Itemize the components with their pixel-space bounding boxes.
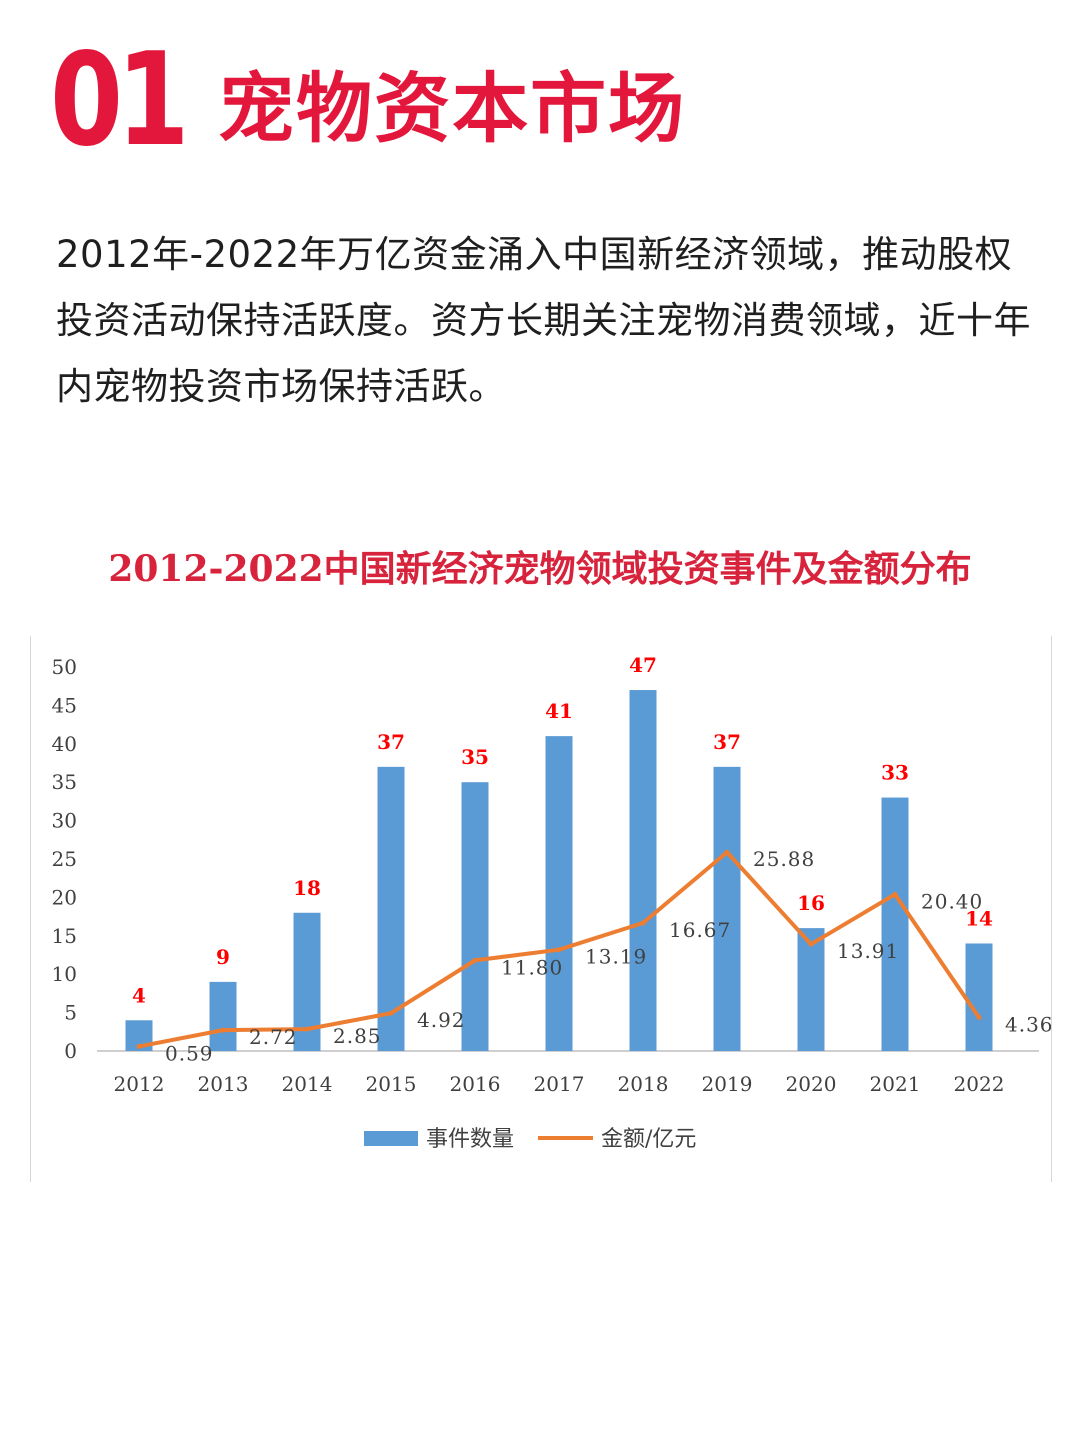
line-value-label: 13.19 xyxy=(585,945,647,969)
y-tick-label: 10 xyxy=(52,962,77,986)
line-value-label: 25.88 xyxy=(753,847,815,871)
bar-2015 xyxy=(377,766,405,1051)
line-point-2021 xyxy=(892,891,898,897)
line-point-2020 xyxy=(808,941,814,947)
x-tick-label: 2016 xyxy=(450,1072,501,1096)
section-number: 01 xyxy=(50,26,190,175)
y-tick-label: 0 xyxy=(64,1039,77,1063)
x-tick-label: 2015 xyxy=(366,1072,417,1096)
line-value-label: 16.67 xyxy=(669,918,731,942)
line-value-label: 4.36 xyxy=(1005,1013,1051,1037)
x-tick-label: 2018 xyxy=(618,1072,669,1096)
line-point-2019 xyxy=(724,849,730,855)
bar-2016 xyxy=(461,782,489,1051)
chart-title: 2012-2022中国新经济宠物领域投资事件及金额分布 xyxy=(108,548,972,590)
line-value-label: 4.92 xyxy=(417,1008,466,1032)
y-tick-label: 30 xyxy=(52,809,77,833)
bar-2017 xyxy=(545,736,573,1051)
bar-value-label: 9 xyxy=(216,945,230,969)
chart-svg: 0 5 10 15 20 25 30 35 40 45 50 2012 2013 2014 2015 2016… xyxy=(52,653,1053,1152)
line-point-2016 xyxy=(472,957,478,963)
x-tick-label: 2022 xyxy=(954,1072,1005,1096)
y-tick-label: 50 xyxy=(52,655,77,679)
bar-value-label: 35 xyxy=(461,745,489,769)
bar-value-label: 4 xyxy=(132,983,146,1007)
line-point-2018 xyxy=(640,920,646,926)
bar-2019 xyxy=(713,766,741,1051)
line-point-2013 xyxy=(220,1027,226,1033)
section-title: 宠物资本市场 xyxy=(218,64,687,153)
bar-2020 xyxy=(797,928,825,1051)
bar-2022 xyxy=(965,943,993,1051)
bar-2021 xyxy=(881,797,909,1051)
legend-bar-swatch xyxy=(364,1131,418,1146)
line-value-label: 2.85 xyxy=(333,1024,382,1048)
bar-2013 xyxy=(209,981,237,1051)
x-tick-label: 2021 xyxy=(870,1072,921,1096)
bar-value-label: 18 xyxy=(293,876,321,900)
legend-line-label: 金额/亿元 xyxy=(601,1127,696,1152)
line-value-label: 11.80 xyxy=(501,955,563,979)
y-tick-label: 45 xyxy=(52,693,77,717)
line-point-2015 xyxy=(388,1010,394,1016)
x-tick-label: 2017 xyxy=(534,1072,585,1096)
bar-value-label: 16 xyxy=(797,891,825,915)
bar-value-label: 37 xyxy=(713,730,741,754)
line-point-2017 xyxy=(556,947,562,953)
line-value-label: 20.40 xyxy=(921,889,983,913)
bar-value-label: 14 xyxy=(965,906,993,930)
line-value-label: 2.72 xyxy=(249,1025,298,1049)
bar-value-label: 41 xyxy=(545,699,573,723)
y-tick-label: 5 xyxy=(64,1001,77,1025)
bar-value-label: 33 xyxy=(881,761,909,785)
x-tick-label: 2014 xyxy=(282,1072,333,1096)
x-tick-label: 2012 xyxy=(114,1072,165,1096)
chart-container: 0 5 10 15 20 25 30 35 40 45 50 2012 2013 2014 2015 2016… xyxy=(30,636,1053,1182)
y-tick-label: 15 xyxy=(52,924,77,948)
y-tick-label: 25 xyxy=(52,847,77,871)
bar-value-label: 37 xyxy=(377,730,405,754)
bar-2018 xyxy=(629,690,657,1051)
line-point-2014 xyxy=(304,1026,310,1032)
bar-value-label: 47 xyxy=(629,653,657,677)
line-value-label: 13.91 xyxy=(837,939,899,963)
y-tick-label: 35 xyxy=(52,770,77,794)
y-tick-label: 40 xyxy=(52,732,77,756)
line-point-2012 xyxy=(136,1043,142,1049)
header: 01 宠物资本市场 xyxy=(50,26,687,175)
x-tick-label: 2013 xyxy=(198,1072,249,1096)
x-tick-label: 2019 xyxy=(702,1072,753,1096)
intro-paragraph: 2012年-2022年万亿资金涌入中国新经济领域，推动股权投资活动保持活跃度。资… xyxy=(56,233,1031,408)
line-point-2022 xyxy=(976,1015,982,1021)
legend-bar-label: 事件数量 xyxy=(426,1127,514,1152)
y-tick-label: 20 xyxy=(52,885,77,909)
x-tick-label: 2020 xyxy=(786,1072,837,1096)
line-value-label: 0.59 xyxy=(165,1041,214,1065)
